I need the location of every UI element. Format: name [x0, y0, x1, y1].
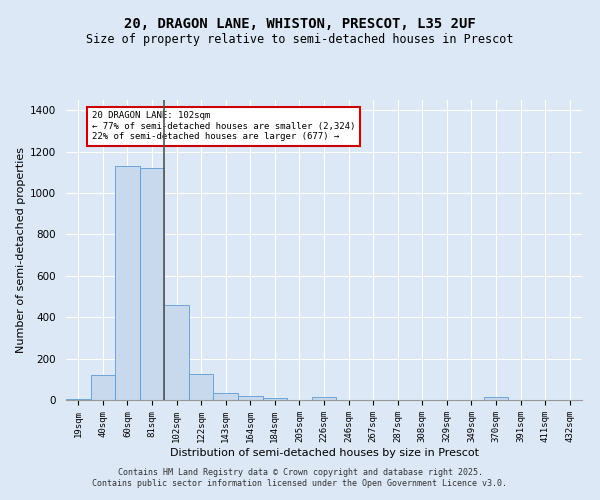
Text: Contains HM Land Registry data © Crown copyright and database right 2025.
Contai: Contains HM Land Registry data © Crown c…: [92, 468, 508, 487]
Bar: [91, 375, 115, 400]
Bar: [238, 396, 263, 400]
Text: 20, DRAGON LANE, WHISTON, PRESCOT, L35 2UF: 20, DRAGON LANE, WHISTON, PRESCOT, L35 2…: [124, 18, 476, 32]
Text: 20 DRAGON LANE: 102sqm
← 77% of semi-detached houses are smaller (2,324)
22% of : 20 DRAGON LANE: 102sqm ← 77% of semi-det…: [92, 112, 355, 141]
Bar: [140, 168, 164, 400]
Bar: [484, 397, 508, 400]
Y-axis label: Number of semi-detached properties: Number of semi-detached properties: [16, 147, 26, 353]
Bar: [263, 398, 287, 400]
Bar: [189, 374, 214, 400]
Bar: [164, 305, 189, 400]
Bar: [115, 166, 140, 400]
Bar: [214, 393, 238, 400]
X-axis label: Distribution of semi-detached houses by size in Prescot: Distribution of semi-detached houses by …: [170, 448, 479, 458]
Bar: [312, 397, 336, 400]
Text: Size of property relative to semi-detached houses in Prescot: Size of property relative to semi-detach…: [86, 32, 514, 46]
Bar: [66, 399, 91, 400]
